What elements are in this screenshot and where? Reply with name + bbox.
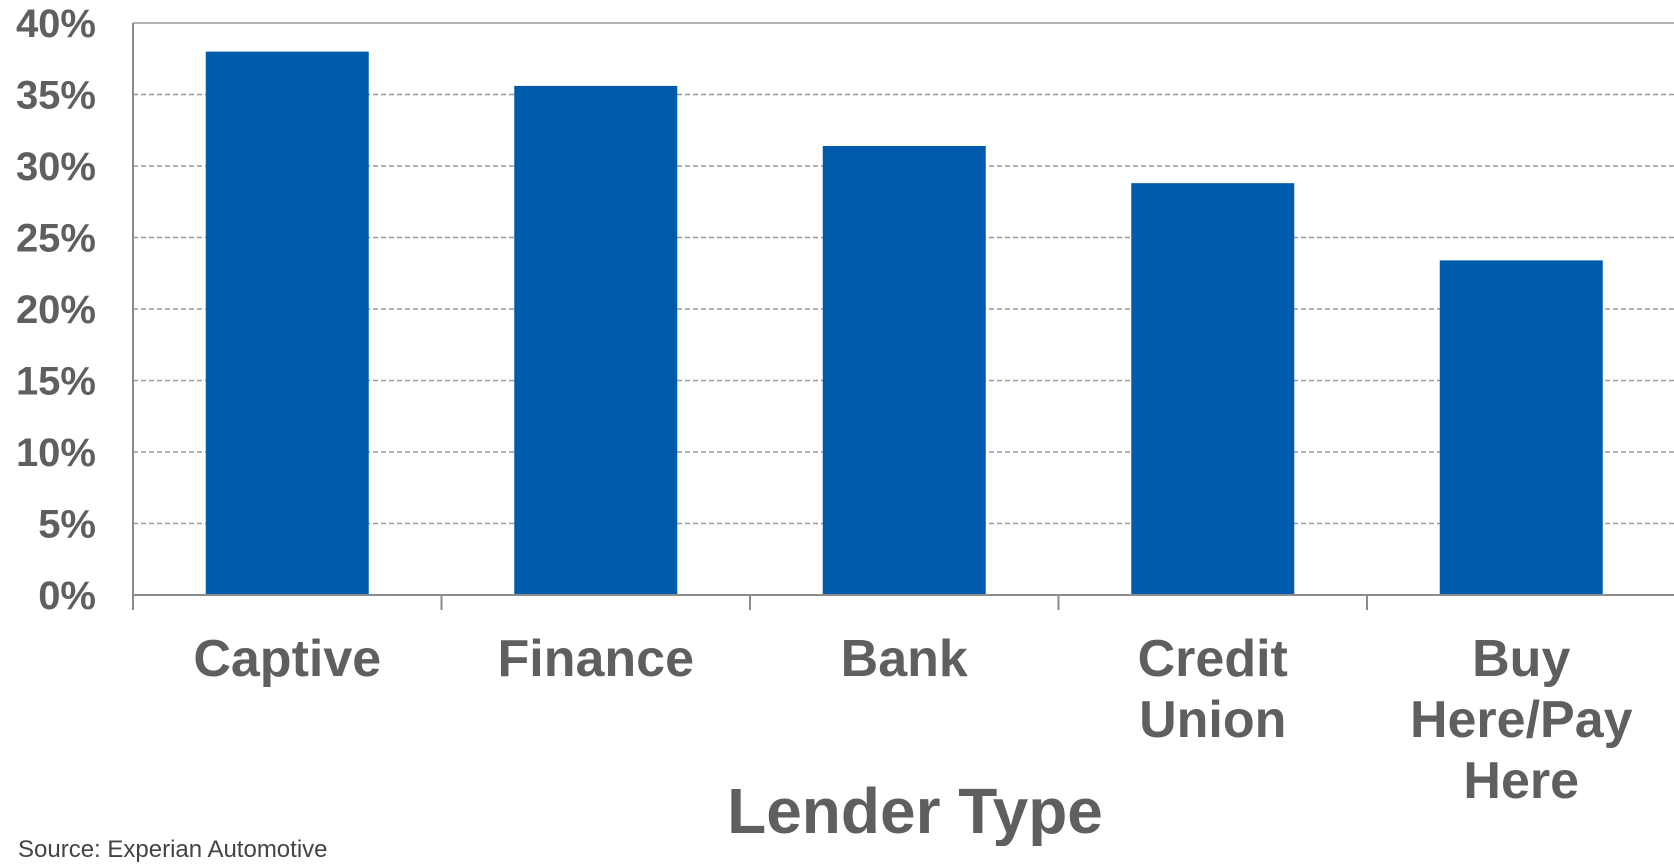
bar [1439,260,1603,595]
y-tick-label: 5% [38,503,96,547]
x-category-label: Credit Union [1138,630,1288,749]
bars [205,51,1603,596]
bar [514,85,678,596]
y-tick-label: 15% [16,360,96,404]
source-note: Source: Experian Automotive [18,836,328,863]
y-tick-label: 30% [16,145,96,189]
x-category-labels: Captive Finance Bank Credit Union Buy Here/Pay… [193,630,1632,810]
x-category-label: Bank [841,630,968,688]
y-tick-label: 20% [16,288,96,332]
x-category-label: Finance [498,630,695,688]
y-tick-label: 0% [38,574,96,618]
x-category-label: Captive [193,630,381,688]
y-tick-label: 40% [16,2,96,46]
bar-chart: 0% 5% 10% 15% 20% 25% 30% 35% 40% Captive Finance… [16,2,1674,846]
bar [822,145,986,596]
y-tick-labels: 0% 5% 10% 15% 20% 25% 30% 35% 40% [16,2,96,618]
x-category-label: Buy Here/Pay Here [1410,630,1633,810]
y-tick-label: 25% [16,217,96,261]
x-axis-title: Lender Type [727,775,1103,846]
y-tick-label: 35% [16,74,96,118]
bar [1131,183,1295,595]
axes [132,23,1674,610]
y-tick-label: 10% [16,431,96,475]
bar [205,51,369,596]
